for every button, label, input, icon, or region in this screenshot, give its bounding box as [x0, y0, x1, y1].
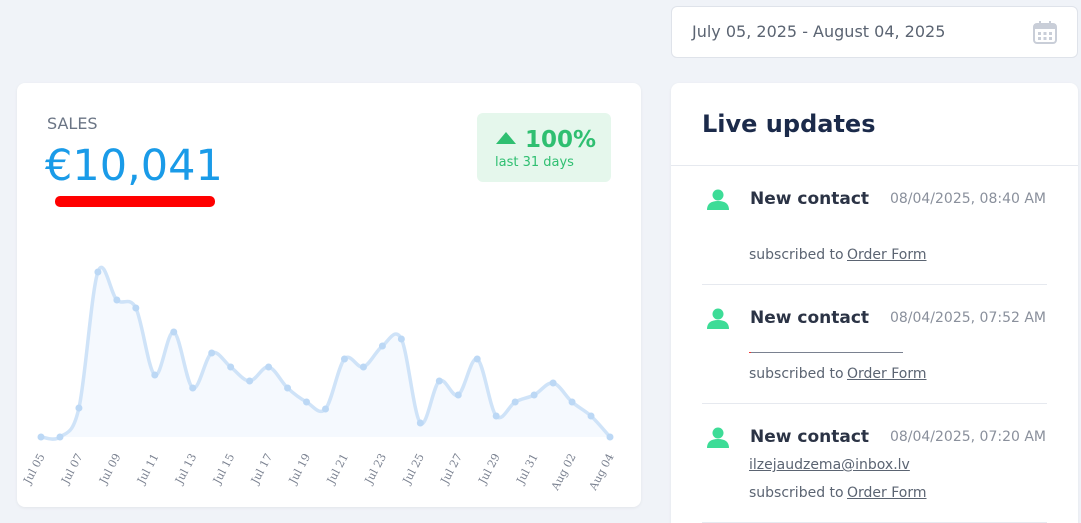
person-icon [707, 427, 729, 448]
item-time: 08/04/2025, 07:20 AM [889, 429, 1046, 445]
live-updates: Live updates New contact 08/04/2025, 08:4… [671, 83, 1078, 523]
point [189, 384, 197, 392]
point [568, 398, 576, 406]
x-tick-label: Jul 31 [514, 451, 541, 487]
x-tick-label: Jul 05 [20, 451, 47, 487]
item-title: New contact [750, 308, 870, 328]
contact-icon [707, 426, 729, 448]
point [435, 377, 443, 385]
point [227, 363, 235, 371]
sales-total: €10,041 [45, 141, 223, 191]
live-title: Live updates [702, 110, 876, 138]
point [246, 377, 254, 385]
point [265, 363, 273, 371]
x-tick-label: Jul 29 [476, 451, 503, 487]
change-value: 100% [525, 127, 597, 153]
point [208, 349, 216, 357]
point [284, 384, 292, 392]
item-link[interactable]: Order Form [847, 247, 927, 263]
up-arrow [496, 132, 516, 144]
point [56, 433, 64, 441]
x-tick-label: Jul 21 [324, 451, 351, 487]
x-tick-label: Jul 15 [210, 451, 237, 487]
point [606, 433, 614, 441]
redaction [55, 196, 215, 207]
x-tick-label: Jul 19 [286, 451, 313, 487]
item-time: 08/04/2025, 07:52 AM [889, 310, 1046, 326]
item-link[interactable]: Order Form [847, 366, 927, 382]
item-text: subscribed to [749, 247, 844, 263]
x-tick-label: Jul 27 [438, 451, 465, 487]
point [530, 391, 538, 399]
point [75, 404, 83, 412]
contact-icon [707, 188, 729, 210]
point [94, 268, 102, 276]
point [322, 405, 329, 413]
point [416, 419, 424, 427]
x-tick-label: Aug 04 [586, 451, 617, 493]
point [397, 335, 405, 343]
item-link[interactable]: Order Form [847, 485, 927, 501]
point [132, 304, 140, 312]
calendar-icon [1033, 21, 1057, 44]
item-text: subscribed to [749, 485, 844, 501]
area [41, 267, 610, 440]
change-badge: 100% last 31 days [477, 113, 611, 182]
divider [671, 165, 1078, 166]
point [454, 391, 462, 399]
change-period: last 31 days [495, 155, 574, 170]
person-icon [707, 308, 729, 329]
x-tick-label: Jul 25 [400, 451, 427, 487]
point [511, 398, 519, 406]
point [37, 433, 45, 441]
divider [702, 403, 1047, 404]
point [359, 363, 367, 371]
divider [702, 284, 1047, 285]
point [378, 342, 386, 350]
contact-icon [707, 307, 729, 329]
x-tick-label: Aug 02 [548, 451, 579, 493]
date-picker[interactable]: July 05, 2025 - August 04, 2025 [671, 6, 1078, 58]
item-text: subscribed to [749, 366, 844, 382]
point [473, 355, 481, 363]
point [587, 412, 595, 420]
sales-label: SALES [47, 114, 98, 133]
item-title: New contact [750, 427, 870, 447]
x-tick-label: Jul 13 [172, 451, 199, 487]
point [340, 355, 348, 363]
point [492, 412, 500, 420]
point [113, 296, 121, 304]
point [549, 379, 557, 387]
point [151, 371, 159, 379]
x-tick-label: Jul 23 [362, 451, 389, 487]
date-range: July 05, 2025 - August 04, 2025 [692, 22, 946, 41]
person-icon [707, 189, 729, 210]
x-tick-label: Jul 11 [134, 451, 161, 487]
item-email[interactable]: ilzejaudzema@inbox.lv [749, 457, 910, 473]
x-tick-label: Jul 09 [96, 451, 123, 487]
point [170, 328, 178, 336]
redacted-email [749, 352, 903, 353]
item-title: New contact [750, 189, 870, 209]
x-tick-label: Jul 17 [248, 451, 275, 487]
point [303, 398, 311, 406]
item-time: 08/04/2025, 08:40 AM [889, 191, 1046, 207]
x-tick-label: Jul 07 [58, 451, 85, 487]
